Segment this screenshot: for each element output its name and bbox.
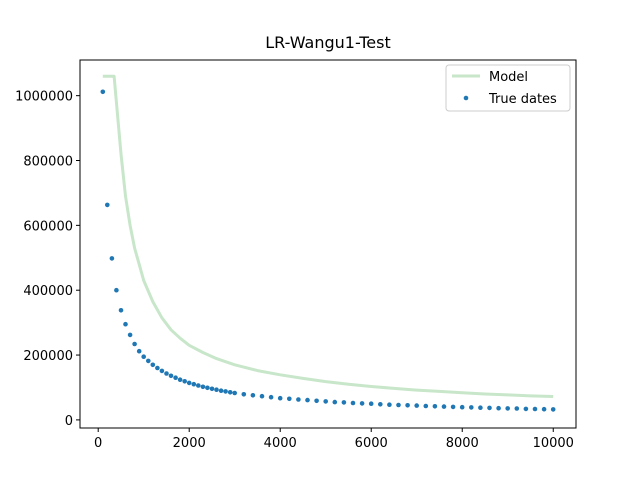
true-date-point bbox=[105, 202, 110, 208]
true-date-point bbox=[359, 401, 365, 406]
y-tick-label: 600000 bbox=[23, 219, 73, 234]
x-tick-label: 0 bbox=[94, 436, 102, 451]
true-date-point bbox=[218, 388, 224, 394]
true-date-point bbox=[469, 405, 474, 410]
true-date-point bbox=[341, 400, 347, 405]
true-date-point bbox=[268, 394, 274, 400]
true-date-point bbox=[423, 403, 429, 409]
true-date-point bbox=[241, 392, 247, 397]
true-date-point bbox=[118, 308, 124, 313]
true-date-point bbox=[314, 398, 319, 404]
true-date-point bbox=[114, 287, 119, 293]
x-tick-label: 4000 bbox=[264, 436, 297, 451]
true-date-point bbox=[459, 404, 465, 410]
true-date-point bbox=[191, 381, 197, 387]
true-date-point bbox=[186, 380, 192, 386]
legend-model-label: Model bbox=[489, 70, 528, 85]
true-date-point bbox=[550, 407, 556, 412]
true-date-point bbox=[378, 402, 383, 407]
true-date-point bbox=[523, 406, 529, 412]
y-tick-label: 0 bbox=[65, 414, 73, 429]
true-date-point bbox=[227, 390, 233, 395]
true-date-point bbox=[323, 399, 329, 404]
true-date-point bbox=[164, 371, 169, 376]
true-date-point bbox=[350, 400, 356, 406]
x-tick-label: 2000 bbox=[173, 436, 206, 451]
y-tick-label: 200000 bbox=[23, 349, 73, 364]
true-date-point bbox=[296, 397, 301, 402]
true-date-point bbox=[123, 321, 128, 327]
true-date-point bbox=[159, 368, 165, 374]
true-date-point bbox=[214, 387, 219, 393]
true-date-point bbox=[109, 256, 115, 261]
true-date-point bbox=[505, 406, 511, 411]
chart-title: LR-Wangu1-Test bbox=[265, 33, 391, 52]
series-layer bbox=[100, 74, 556, 412]
true-date-point bbox=[487, 405, 492, 411]
true-date-point bbox=[132, 341, 137, 347]
true-date-point bbox=[205, 385, 210, 391]
true-date-point bbox=[155, 365, 160, 371]
x-tick-label: 6000 bbox=[355, 436, 388, 451]
true-date-point bbox=[136, 348, 142, 354]
legend-true-dates-swatch bbox=[463, 95, 469, 101]
true-date-point bbox=[177, 377, 183, 383]
plot-frame bbox=[79, 59, 577, 429]
true-date-point bbox=[441, 404, 447, 409]
true-date-point bbox=[232, 390, 237, 396]
true-date-point bbox=[209, 386, 215, 392]
true-date-point bbox=[250, 393, 256, 398]
true-date-point bbox=[100, 89, 106, 95]
true-date-point bbox=[432, 404, 438, 409]
true-date-point bbox=[332, 399, 338, 405]
y-tick-label: 800000 bbox=[23, 155, 73, 170]
true-date-point bbox=[200, 384, 206, 390]
true-date-point bbox=[478, 405, 483, 411]
model-line bbox=[102, 74, 554, 398]
y-tick-label: 400000 bbox=[23, 284, 73, 299]
true-date-point bbox=[305, 397, 310, 403]
true-date-point bbox=[173, 375, 178, 381]
legend: Model True dates bbox=[445, 64, 571, 112]
true-date-point bbox=[532, 406, 538, 412]
axes-layer: 0 2000 4000 6000 8000 10000 0 200000 400000 60000… bbox=[15, 59, 577, 451]
true-date-point bbox=[182, 379, 187, 384]
true-date-point bbox=[414, 403, 420, 408]
true-date-point bbox=[141, 354, 146, 360]
true-date-point bbox=[277, 395, 283, 401]
true-date-point bbox=[127, 332, 133, 338]
x-tick-label: 10000 bbox=[533, 436, 574, 451]
true-date-point bbox=[405, 403, 410, 408]
true-date-point bbox=[146, 358, 151, 364]
true-date-point bbox=[223, 389, 228, 394]
true-date-point bbox=[496, 405, 501, 411]
true-date-point bbox=[259, 393, 265, 399]
y-tick-label: 1000000 bbox=[15, 90, 73, 105]
true-date-point bbox=[150, 362, 156, 368]
true-date-point bbox=[450, 404, 456, 410]
true-date-point bbox=[387, 402, 392, 408]
true-date-point bbox=[287, 396, 292, 402]
true-date-point bbox=[541, 406, 547, 412]
true-date-point bbox=[514, 406, 520, 411]
x-tick-label: 8000 bbox=[446, 436, 479, 451]
legend-true-dates-label: True dates bbox=[488, 92, 557, 107]
true-date-point bbox=[196, 383, 201, 388]
true-date-point bbox=[368, 401, 374, 407]
true-date-point bbox=[168, 373, 174, 379]
true-date-point bbox=[396, 402, 401, 408]
